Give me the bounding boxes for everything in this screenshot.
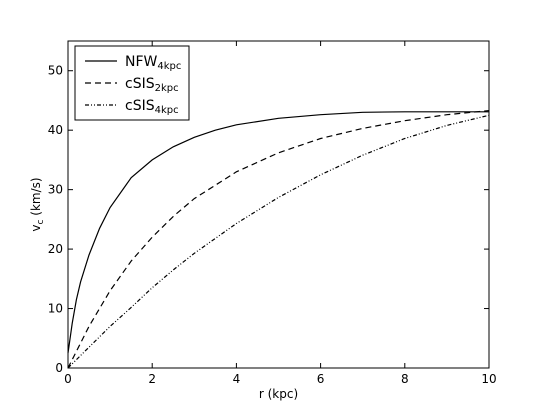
y-tick-label: 50: [48, 64, 63, 78]
legend-entry-2: cSIS2kpc: [85, 76, 179, 94]
x-tick-label: 10: [481, 372, 496, 386]
y-tick-label: 30: [48, 183, 63, 197]
series-line-1: [67, 111, 489, 354]
legend-label-1: NFW4kpc: [125, 54, 181, 72]
y-tick-label: 10: [48, 302, 63, 316]
series-line-3: [67, 114, 490, 369]
y-tick-label: 0: [55, 361, 63, 375]
legend-frame: [74, 45, 190, 121]
y-axis-label-main: v: [29, 224, 43, 231]
x-tick-label: 4: [233, 372, 241, 386]
legend-entry-3: cSIS4kpc: [85, 98, 179, 116]
legend-label-3-main: cSIS: [125, 98, 155, 114]
y-axis-label: vc (km/s): [29, 177, 46, 231]
legend-label-1-main: NFW: [125, 54, 158, 70]
legend-label-2: cSIS2kpc: [125, 76, 179, 94]
y-axis-label-sub: c: [36, 219, 46, 224]
x-tick-label: 8: [401, 372, 409, 386]
series-line-2: [67, 110, 490, 369]
y-axis-label-rest: (km/s): [29, 177, 43, 219]
x-tick-label: 0: [64, 372, 72, 386]
tick-layer: 0 2 4 6 8 10 0 10 20 30 40 50: [48, 41, 497, 386]
legend-label-3-sub: 4kpc: [155, 105, 179, 116]
y-tick-label: 40: [48, 123, 63, 137]
plot-frame: [67, 40, 490, 369]
series-layer: [67, 110, 490, 369]
legend: NFW4kpc cSIS2kpc cSIS4kpc: [74, 45, 190, 121]
x-axis-label: r (kpc): [259, 387, 298, 401]
legend-label-1-sub: 4kpc: [157, 61, 181, 72]
legend-label-2-main: cSIS: [125, 76, 155, 92]
x-tick-label: 2: [148, 372, 156, 386]
legend-label-2-sub: 2kpc: [155, 83, 179, 94]
legend-label-3: cSIS4kpc: [125, 98, 179, 116]
legend-entry-1: NFW4kpc: [85, 54, 181, 72]
y-tick-label: 20: [48, 242, 63, 256]
x-tick-label: 6: [317, 372, 325, 386]
